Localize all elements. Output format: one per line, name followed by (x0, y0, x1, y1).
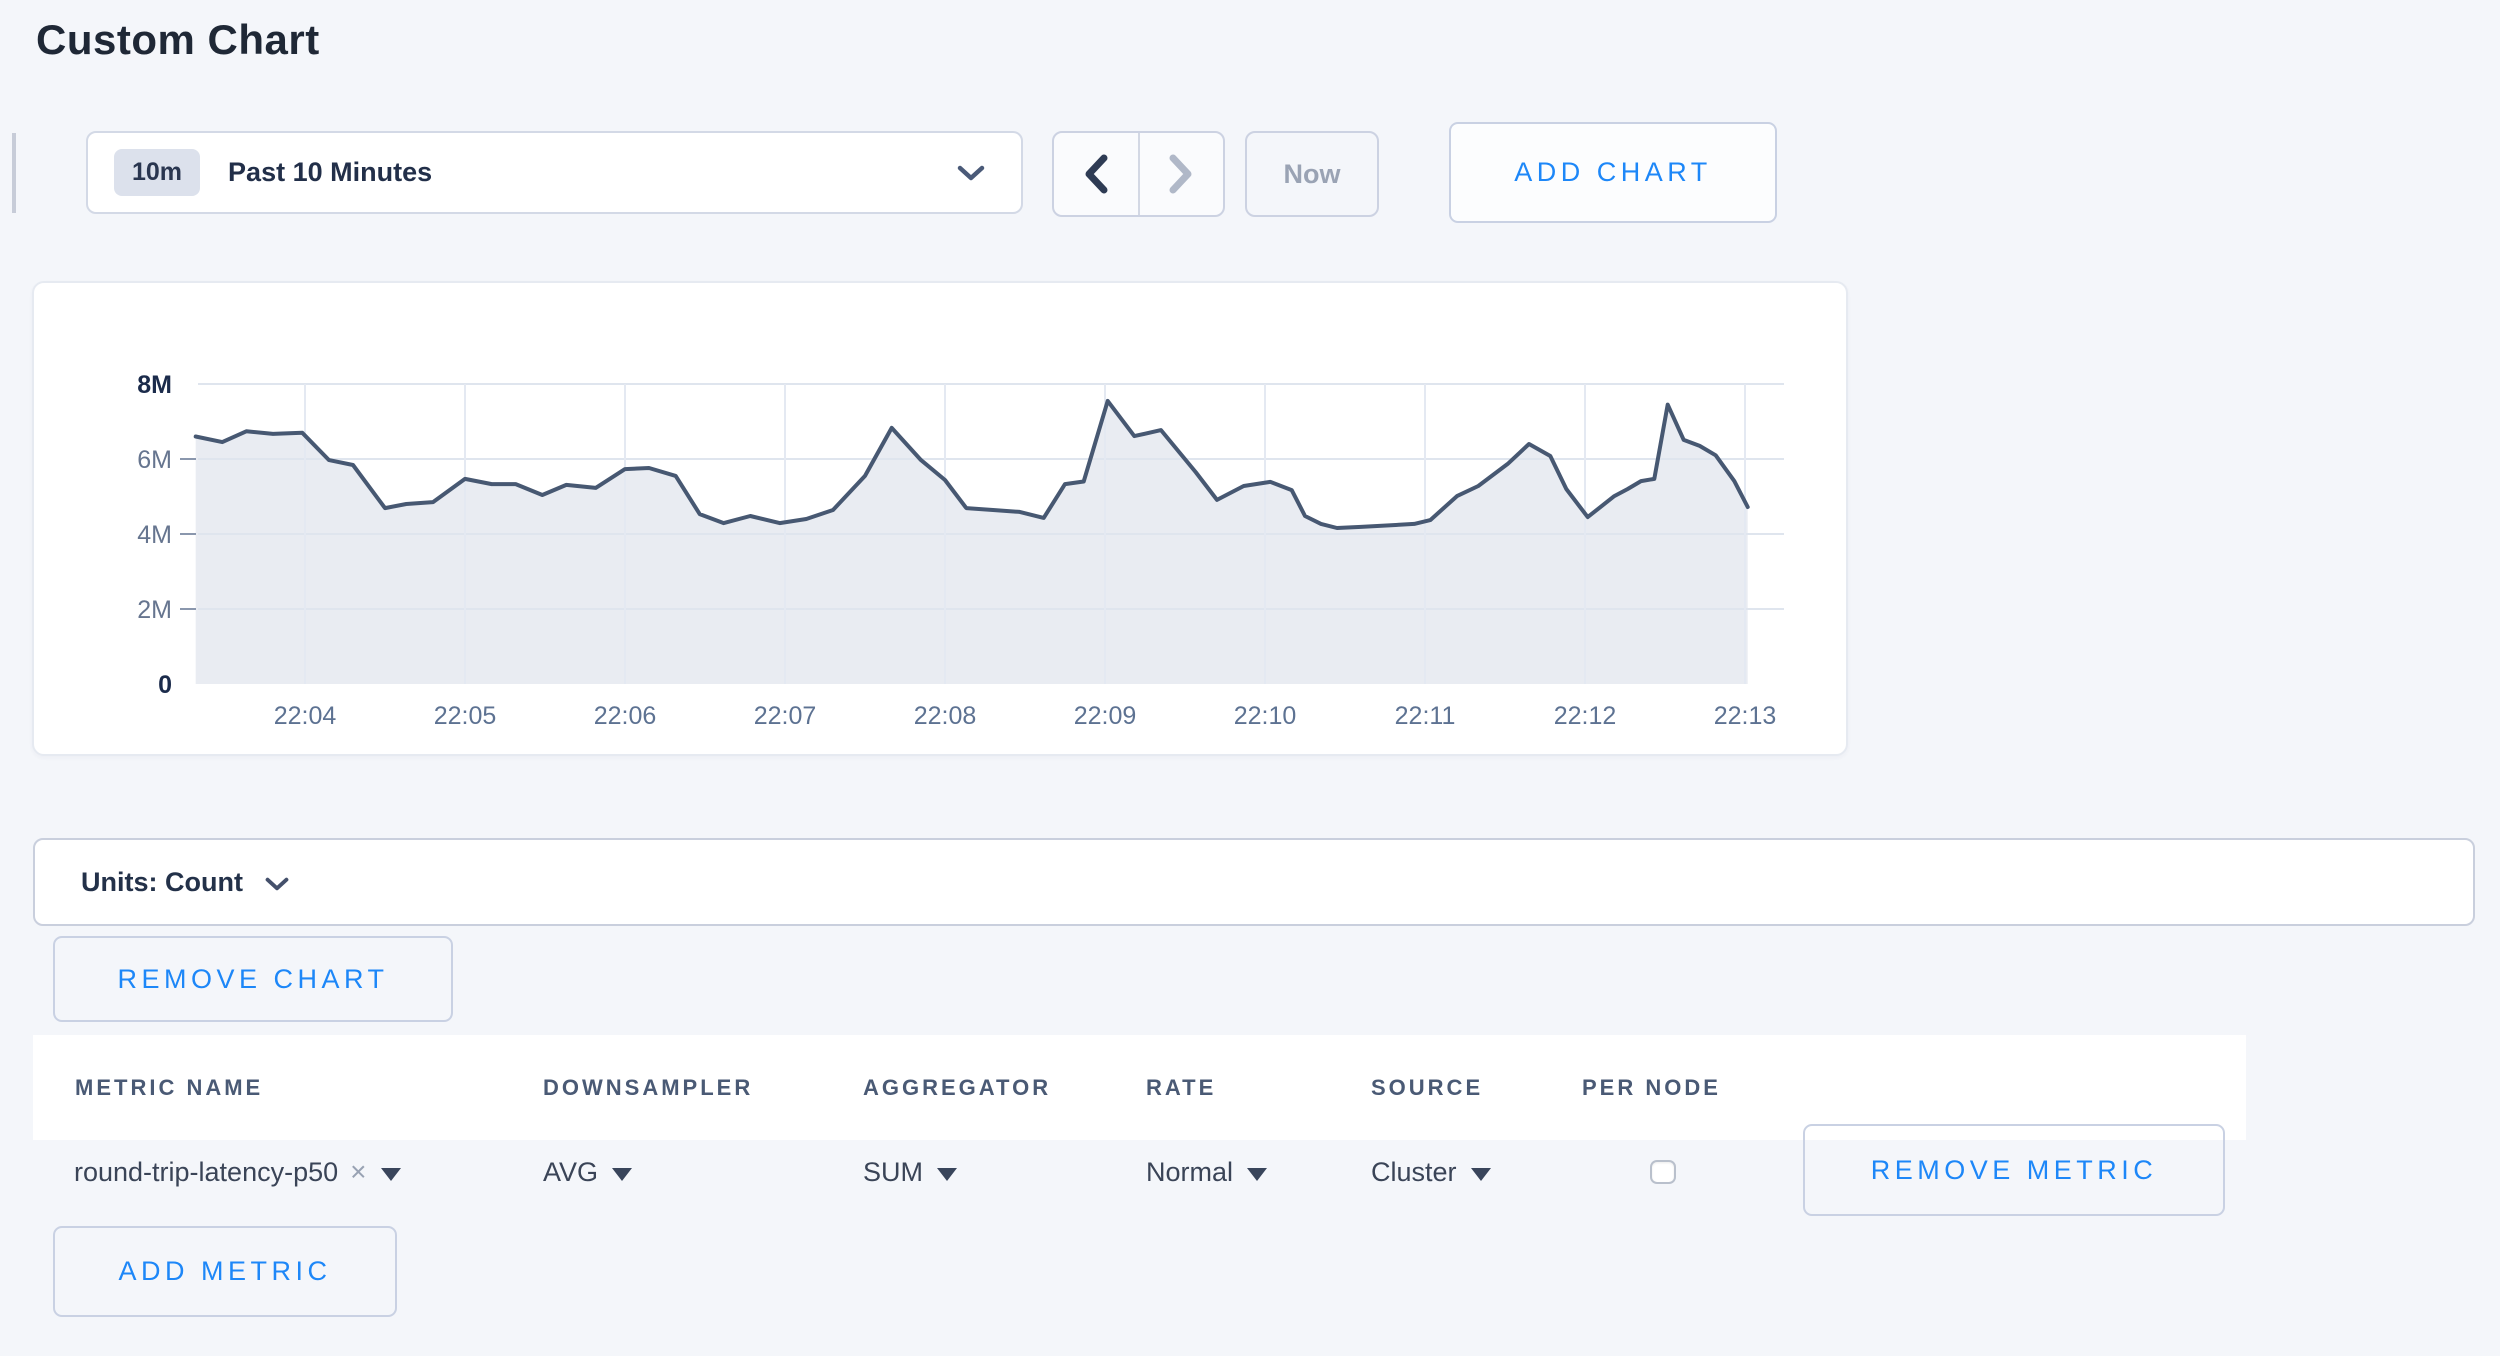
time-range-dropdown[interactable]: 10m Past 10 Minutes (86, 131, 1023, 214)
source-value: Cluster (1371, 1156, 1457, 1187)
add-metric-button[interactable]: ADD METRIC (53, 1226, 397, 1317)
time-range-badge: 10m (114, 149, 201, 196)
add-chart-button[interactable]: ADD CHART (1449, 122, 1777, 223)
metric-name-select[interactable]: round-trip-latency-p50 × (74, 1146, 401, 1198)
previous-time-button[interactable] (1054, 133, 1140, 215)
svg-text:22:12: 22:12 (1554, 702, 1617, 730)
caret-down-icon (380, 1167, 401, 1181)
time-range-label: Past 10 Minutes (228, 157, 433, 187)
caret-down-icon (1247, 1167, 1268, 1181)
svg-text:22:13: 22:13 (1714, 702, 1777, 730)
svg-text:2M: 2M (137, 596, 172, 624)
column-header-per-node: PER NODE (1582, 1074, 1721, 1100)
svg-text:8M: 8M (137, 371, 172, 399)
downsampler-value: AVG (543, 1156, 599, 1187)
line-chart: 0 2M 4M 6M 8M 22:04 22:05 22:06 22:07 22:08 22:09 2… (137, 371, 1784, 730)
column-header-rate: RATE (1146, 1074, 1217, 1100)
remove-chart-button[interactable]: REMOVE CHART (53, 936, 453, 1022)
svg-text:6M: 6M (137, 446, 172, 474)
svg-text:22:07: 22:07 (754, 702, 817, 730)
column-header-metric-name: METRIC NAME (75, 1074, 264, 1100)
svg-text:22:09: 22:09 (1074, 702, 1137, 730)
svg-text:22:04: 22:04 (274, 702, 337, 730)
page-title: Custom Chart (36, 16, 320, 63)
chevron-down-icon (957, 165, 985, 181)
per-node-checkbox[interactable] (1650, 1160, 1676, 1184)
next-time-button[interactable] (1140, 133, 1224, 215)
source-select[interactable]: Cluster (1371, 1146, 1491, 1198)
clear-metric-icon[interactable]: × (350, 1156, 367, 1187)
remove-metric-button[interactable]: REMOVE METRIC (1803, 1124, 2225, 1216)
svg-text:22:10: 22:10 (1234, 702, 1297, 730)
units-dropdown[interactable]: Units: Count (33, 838, 2475, 926)
time-step-group (1052, 131, 1225, 217)
aggregator-value: SUM (863, 1156, 923, 1187)
chevron-down-icon (265, 877, 289, 891)
column-header-source: SOURCE (1371, 1074, 1484, 1100)
column-header-downsampler: DOWNSAMPLER (543, 1074, 754, 1100)
column-header-aggregator: AGGREGATOR (863, 1074, 1052, 1100)
rate-select[interactable]: Normal (1146, 1146, 1268, 1198)
svg-text:22:08: 22:08 (914, 702, 977, 730)
caret-down-icon (612, 1167, 633, 1181)
svg-text:22:11: 22:11 (1395, 702, 1456, 730)
rate-value: Normal (1146, 1156, 1234, 1187)
chart-card: 0 2M 4M 6M 8M 22:04 22:05 22:06 22:07 22:08 22:09 2… (32, 281, 1848, 756)
metric-name-value: round-trip-latency-p50 (74, 1156, 339, 1187)
toolbar-left-rule (12, 133, 16, 213)
caret-down-icon (1470, 1167, 1491, 1181)
svg-text:0: 0 (158, 671, 172, 699)
chevron-right-icon (1169, 154, 1192, 194)
caret-down-icon (937, 1167, 957, 1181)
svg-text:22:05: 22:05 (434, 702, 497, 730)
units-label: Units: Count (81, 866, 243, 897)
downsampler-select[interactable]: AVG (543, 1146, 633, 1198)
aggregator-select[interactable]: SUM (863, 1146, 957, 1198)
chevron-left-icon (1085, 154, 1108, 194)
metrics-table-header: METRIC NAME DOWNSAMPLER AGGREGATOR RATE … (33, 1035, 2246, 1140)
now-button[interactable]: Now (1245, 131, 1379, 217)
svg-text:4M: 4M (137, 521, 172, 549)
svg-text:22:06: 22:06 (594, 702, 657, 730)
